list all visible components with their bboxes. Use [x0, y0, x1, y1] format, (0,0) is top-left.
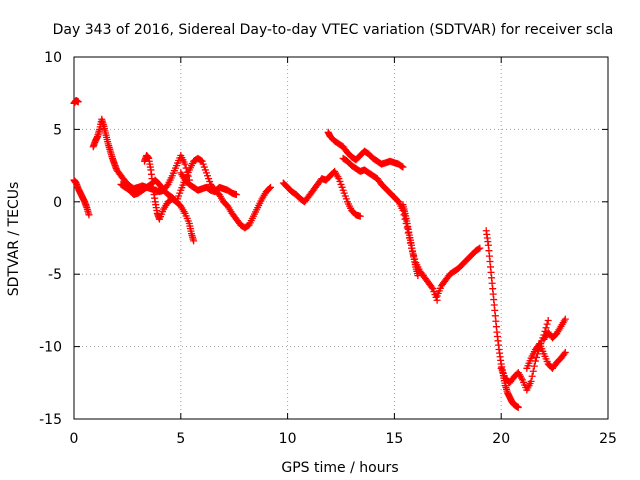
data-point — [265, 184, 273, 192]
series-s12 — [482, 227, 522, 411]
x-tick-label: 5 — [176, 431, 185, 447]
chart-title: Day 343 of 2016, Sidereal Day-to-day VTE… — [53, 22, 614, 38]
data-point — [532, 353, 540, 361]
tick-layer: 0 5 10 15 20 25 10 5 0 -5 -10 -15 — [39, 50, 617, 447]
y-axis-label: SDTVAR / TECUs — [6, 182, 22, 297]
plot-frame — [73, 56, 609, 420]
series-s2 — [70, 176, 93, 219]
data-point — [181, 160, 189, 168]
series-s9 — [339, 154, 441, 304]
data-point — [356, 212, 364, 220]
data-point — [232, 191, 240, 199]
y-tick-label: -5 — [48, 267, 62, 283]
data-point — [190, 237, 198, 245]
data-point — [561, 315, 569, 323]
y-tick-label: -10 — [39, 340, 62, 356]
x-tick-label: 15 — [385, 431, 403, 447]
series-s6 — [177, 169, 240, 199]
y-tick-label: 10 — [44, 50, 62, 66]
data-point — [163, 182, 171, 190]
data-point — [475, 245, 483, 253]
y-tick-label: 5 — [53, 122, 62, 138]
data-point — [197, 157, 205, 165]
series-s14 — [523, 340, 569, 372]
data-point — [560, 350, 568, 358]
series-s5 — [117, 154, 275, 232]
data-point — [398, 162, 406, 170]
data-point — [428, 283, 436, 291]
data-point — [530, 362, 538, 370]
series-s4 — [140, 151, 198, 245]
marker-layer — [70, 96, 569, 411]
data-point — [514, 403, 522, 411]
y-tick-label: 0 — [53, 195, 62, 211]
series-s8 — [324, 128, 407, 171]
grid-layer — [74, 57, 608, 419]
y-tick-label: -15 — [39, 412, 62, 428]
series-s11 — [433, 244, 484, 300]
data-point — [476, 244, 484, 252]
data-point — [85, 211, 93, 219]
x-tick-label: 0 — [70, 431, 79, 447]
data-point — [414, 272, 422, 280]
x-tick-label: 20 — [492, 431, 510, 447]
x-axis-label: GPS time / hours — [281, 460, 398, 476]
data-point — [74, 98, 82, 106]
data-point — [529, 367, 537, 375]
data-point — [542, 324, 550, 332]
data-point — [267, 183, 275, 191]
data-point — [399, 163, 407, 171]
series-s10 — [399, 201, 422, 280]
series-s3 — [89, 115, 193, 196]
data-point — [528, 372, 536, 380]
series-s15 — [540, 315, 569, 343]
series-s7 — [279, 167, 364, 220]
data-point — [544, 317, 552, 325]
data-point — [561, 348, 569, 356]
data-point — [527, 377, 535, 385]
x-tick-label: 25 — [599, 431, 617, 447]
x-tick-label: 10 — [279, 431, 297, 447]
series-s1 — [70, 96, 82, 107]
data-point — [543, 320, 551, 328]
